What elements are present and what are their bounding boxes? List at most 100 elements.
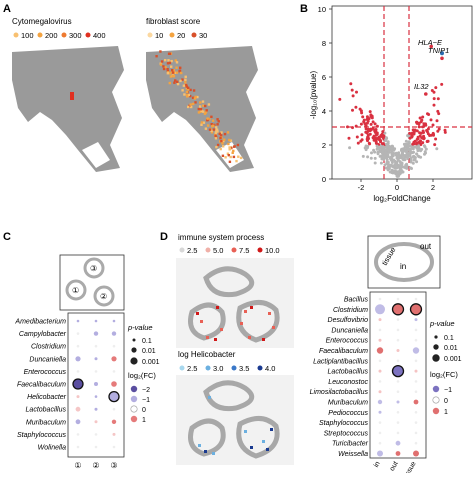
fibroblast-spot [187, 93, 190, 97]
dotplot-cell [395, 451, 401, 456]
fibroblast-spot [218, 132, 221, 135]
fibroblast-spot [166, 72, 170, 75]
fibroblast-spot [200, 121, 204, 124]
volcano-point [364, 127, 368, 131]
fibroblast-spot [217, 120, 220, 123]
volcano-point [410, 135, 414, 139]
immune-legend-dot [257, 247, 263, 253]
immune-spot [244, 310, 247, 313]
volcano-point [360, 133, 364, 137]
volcano-point [390, 161, 394, 164]
volcano-point [443, 128, 447, 132]
dotplot-cell [409, 303, 423, 316]
fibroblast-legend-label: 30 [199, 31, 207, 40]
fibroblast-spot [179, 79, 182, 83]
helicobacter-legend-title: log Helicobacter [178, 350, 236, 359]
volcano-point [426, 139, 430, 143]
volcano-point [391, 169, 395, 173]
volcano-point [437, 127, 441, 131]
dotplot-cell [378, 390, 382, 394]
dotplot-cell [396, 318, 400, 321]
immune-tissue-map [188, 266, 280, 343]
fibroblast-spot [200, 123, 203, 126]
volcano-point [416, 149, 420, 153]
dotplot-cell [75, 356, 81, 362]
immune-spot [216, 306, 219, 309]
legend-fc-label: 0 [444, 398, 448, 405]
volcano-point [375, 131, 379, 135]
volcano-point [434, 137, 438, 141]
volcano-point [403, 143, 407, 147]
dotplot-cell [76, 370, 80, 373]
fibroblast-spot [199, 108, 203, 111]
volcano-point [366, 133, 370, 137]
dotplot-e-dots [375, 297, 423, 457]
region-ring [83, 257, 105, 279]
dotplot-cell [94, 433, 98, 436]
fibroblast-spot [216, 123, 219, 126]
volcano-point [388, 170, 392, 174]
volcano-point [423, 150, 427, 154]
immune-hotspots [196, 306, 275, 341]
panel-a: A Cytomegalovirus 100 200 300 400 fibrob… [3, 3, 258, 172]
fibroblast-spot [164, 66, 167, 69]
volcano-point [348, 146, 352, 150]
fibroblast-spot [235, 159, 238, 163]
helicobacter-spot [212, 452, 215, 455]
immune-spot [272, 326, 275, 329]
fibroblast-legend-dot [191, 32, 197, 38]
dotplot-cell [111, 381, 117, 387]
fibroblast-spot [193, 97, 197, 100]
volcano-point [365, 117, 369, 121]
dotplot-cell [378, 369, 382, 373]
fibroblast-spot [179, 66, 182, 69]
fibroblast-spot [210, 129, 213, 133]
dotplot-e-x-labels: in out tissue [373, 460, 418, 478]
volcano-y-axis-label: -log₁₀(pvalue) [309, 71, 318, 120]
fibroblast-spot [232, 155, 236, 159]
volcano-point [404, 139, 408, 143]
volcano-point [421, 141, 425, 145]
fibroblast-spot [194, 95, 197, 99]
legend-p-dot [131, 347, 137, 353]
fibroblast-spot [204, 111, 207, 115]
volcano-point [374, 129, 378, 133]
dotplot-cell [94, 420, 98, 424]
panel-e: E tissue in out Bacillus Clostridium Desul… [310, 231, 462, 478]
volcano-point [383, 131, 387, 135]
immune-legend-label: 7.5 [239, 246, 249, 255]
fibroblast-spot [170, 65, 173, 68]
volcano-point [414, 145, 418, 149]
volcano-x-tick-label: 0 [395, 183, 399, 192]
dotplot-cell [112, 432, 116, 436]
taxon-label: Muribaculum [26, 419, 66, 426]
fibroblast-spot [231, 151, 234, 154]
legend-fc-dot [130, 415, 138, 423]
fibroblast-spot [159, 50, 162, 53]
volcano-point [413, 128, 417, 132]
volcano-point [401, 149, 405, 153]
region-label: ③ [90, 264, 97, 273]
volcano-point [356, 141, 360, 145]
volcano-highlight-point [440, 51, 444, 56]
immune-spot [268, 312, 271, 315]
volcano-point [408, 148, 412, 152]
volcano-point [432, 97, 436, 101]
volcano-point [377, 135, 381, 139]
fibroblast-spot [184, 75, 187, 78]
dotplot-cell [76, 395, 80, 399]
dotplot-cell [378, 421, 382, 424]
legend-p-label: 0.01 [142, 348, 156, 355]
volcano-point [381, 130, 385, 134]
volcano-point [387, 163, 391, 167]
panel-label-b: B [300, 3, 308, 15]
fibroblast-spot [211, 125, 214, 128]
volcano-point [443, 130, 447, 134]
fibroblast-spot [212, 128, 216, 131]
legend-p-label: 0.01 [444, 345, 458, 352]
fibroblast-spot [168, 72, 172, 75]
dotplot-cell [378, 410, 382, 414]
dotplot-cell [414, 390, 418, 394]
fibroblast-spot [197, 107, 200, 111]
fibroblast-spot [196, 95, 199, 99]
